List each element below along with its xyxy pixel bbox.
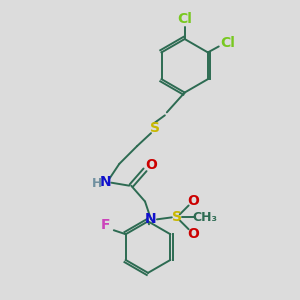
Text: O: O: [145, 158, 157, 172]
Text: Cl: Cl: [220, 35, 235, 50]
Text: N: N: [100, 175, 111, 189]
Text: F: F: [101, 218, 111, 232]
Text: N: N: [145, 212, 157, 226]
Text: O: O: [188, 194, 200, 208]
Text: O: O: [188, 227, 200, 241]
Text: S: S: [150, 121, 160, 135]
Text: S: S: [172, 210, 182, 224]
Text: Cl: Cl: [177, 12, 192, 26]
Text: CH₃: CH₃: [192, 211, 217, 224]
Text: H: H: [92, 177, 103, 190]
